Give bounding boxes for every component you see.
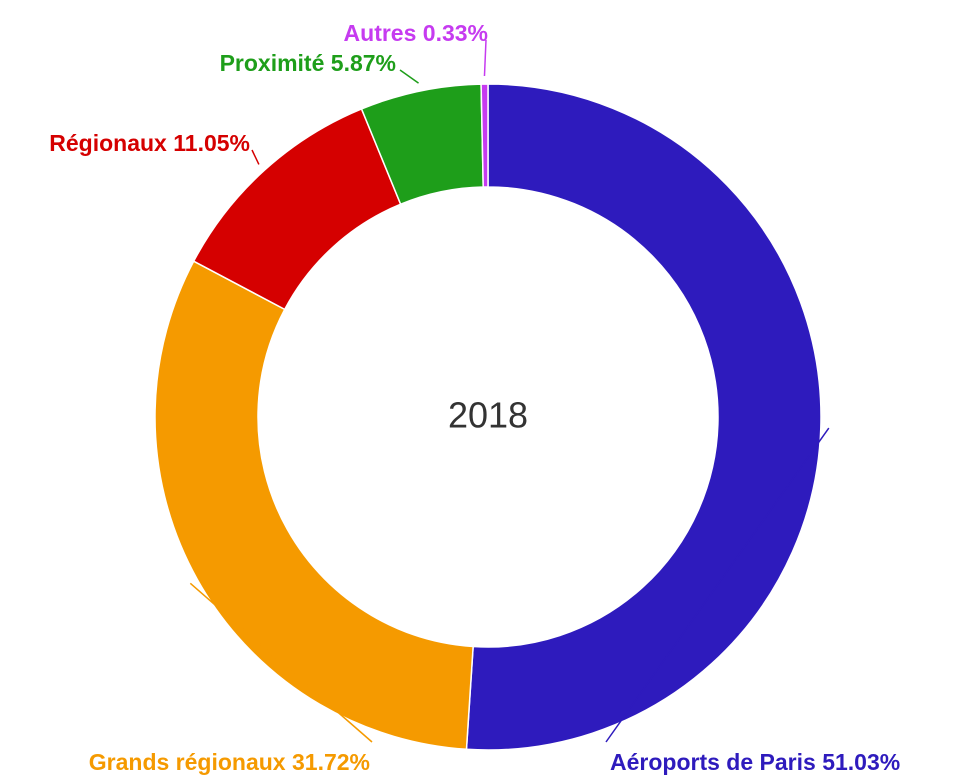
donut-slice <box>154 260 474 751</box>
slice-value: 51.03% <box>822 749 900 775</box>
slice-label: Aéroports de Paris 51.03% <box>610 749 900 775</box>
slice-name: Proximité <box>220 50 325 76</box>
leader-line <box>251 149 260 165</box>
donut-slice <box>465 83 822 751</box>
leader-line <box>189 582 373 743</box>
donut-slice <box>480 83 489 188</box>
chart-title: 2018 <box>448 395 528 436</box>
slice-name: Aéroports de Paris <box>610 749 816 775</box>
slice-label: Grands régionaux 31.72% <box>89 749 370 775</box>
slice-name: Régionaux <box>49 130 167 156</box>
slice-label: Régionaux 11.05% <box>49 130 250 156</box>
leader-line <box>399 69 419 84</box>
slice-value: 11.05% <box>173 130 250 156</box>
slice-label: Proximité 5.87% <box>220 50 396 76</box>
leader-line <box>483 39 487 77</box>
slice-value: 31.72% <box>292 749 370 775</box>
slice-value: 5.87% <box>331 50 396 76</box>
slice-value: 0.33% <box>423 20 488 46</box>
slice-name: Autres <box>344 20 417 46</box>
slice-name: Grands régionaux <box>89 749 286 775</box>
leader-line <box>605 427 830 743</box>
slice-label: Autres 0.33% <box>344 20 488 46</box>
